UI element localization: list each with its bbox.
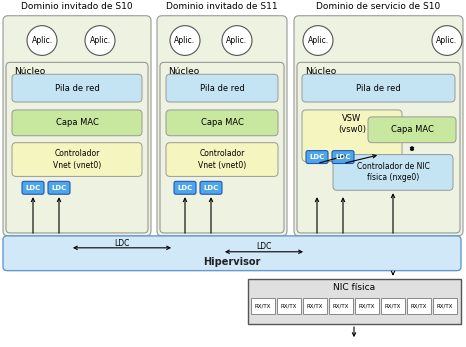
Bar	[433, 298, 457, 314]
Circle shape	[170, 26, 200, 56]
Text: Pila de red: Pila de red	[356, 84, 400, 93]
Circle shape	[432, 26, 462, 56]
Text: Aplic.: Aplic.	[308, 36, 329, 45]
Bar	[248, 279, 461, 324]
Text: RX/TX: RX/TX	[307, 304, 323, 309]
Text: Dominio invitado de S10: Dominio invitado de S10	[21, 2, 133, 11]
Bar	[277, 298, 301, 314]
Text: Capa MAC: Capa MAC	[200, 118, 243, 127]
FancyBboxPatch shape	[333, 154, 453, 190]
FancyBboxPatch shape	[174, 181, 196, 194]
Text: Aplic.: Aplic.	[226, 36, 247, 45]
Text: NIC física: NIC física	[334, 283, 376, 292]
Bar	[329, 298, 353, 314]
Circle shape	[85, 26, 115, 56]
FancyBboxPatch shape	[166, 110, 278, 136]
Text: Pila de red: Pila de red	[55, 84, 99, 93]
Text: RX/TX: RX/TX	[359, 304, 375, 309]
Bar	[251, 298, 275, 314]
Bar	[407, 298, 431, 314]
FancyBboxPatch shape	[12, 110, 142, 136]
Text: Núcleo: Núcleo	[14, 67, 45, 76]
Text: Controlador de NIC
física (nxge0): Controlador de NIC física (nxge0)	[356, 162, 430, 183]
FancyBboxPatch shape	[22, 181, 44, 194]
FancyBboxPatch shape	[332, 151, 354, 163]
FancyBboxPatch shape	[297, 62, 460, 233]
Circle shape	[303, 26, 333, 56]
Bar	[355, 298, 379, 314]
FancyBboxPatch shape	[157, 16, 287, 236]
Text: Capa MAC: Capa MAC	[55, 118, 98, 127]
FancyBboxPatch shape	[302, 74, 455, 102]
Bar	[381, 298, 405, 314]
FancyBboxPatch shape	[3, 236, 461, 271]
FancyBboxPatch shape	[294, 16, 463, 236]
Text: RX/TX: RX/TX	[385, 304, 401, 309]
Text: Pila de red: Pila de red	[199, 84, 244, 93]
Bar	[303, 298, 327, 314]
Text: VSW
(vsw0): VSW (vsw0)	[338, 114, 366, 134]
FancyBboxPatch shape	[12, 143, 142, 176]
Text: RX/TX: RX/TX	[255, 304, 271, 309]
Text: Dominio invitado de S11: Dominio invitado de S11	[166, 2, 278, 11]
Text: RX/TX: RX/TX	[437, 304, 453, 309]
Text: LDC: LDC	[203, 185, 219, 191]
FancyBboxPatch shape	[3, 16, 151, 236]
Text: Aplic.: Aplic.	[31, 36, 53, 45]
Text: LDC: LDC	[336, 154, 350, 160]
Text: Controlador
Vnet (vnet0): Controlador Vnet (vnet0)	[53, 150, 101, 170]
FancyBboxPatch shape	[6, 62, 148, 233]
Text: Controlador
Vnet (vnet0): Controlador Vnet (vnet0)	[198, 150, 246, 170]
FancyBboxPatch shape	[12, 74, 142, 102]
FancyBboxPatch shape	[160, 62, 284, 233]
Text: LDC: LDC	[114, 239, 130, 248]
Text: LDC: LDC	[309, 154, 325, 160]
FancyBboxPatch shape	[306, 151, 328, 163]
FancyBboxPatch shape	[200, 181, 222, 194]
Text: Aplic.: Aplic.	[174, 36, 196, 45]
Text: Dominio de servicio de S10: Dominio de servicio de S10	[316, 2, 441, 11]
Text: Núcleo: Núcleo	[168, 67, 199, 76]
FancyBboxPatch shape	[368, 117, 456, 143]
Text: Núcleo: Núcleo	[305, 67, 336, 76]
Text: Hipervisor: Hipervisor	[203, 257, 260, 267]
Text: Aplic.: Aplic.	[437, 36, 458, 45]
FancyBboxPatch shape	[302, 110, 402, 162]
Text: RX/TX: RX/TX	[333, 304, 349, 309]
FancyBboxPatch shape	[166, 74, 278, 102]
Text: LDC: LDC	[256, 242, 272, 251]
Circle shape	[222, 26, 252, 56]
Circle shape	[27, 26, 57, 56]
Text: LDC: LDC	[51, 185, 67, 191]
Text: LDC: LDC	[178, 185, 192, 191]
Text: RX/TX: RX/TX	[411, 304, 427, 309]
Text: LDC: LDC	[25, 185, 41, 191]
Text: Aplic.: Aplic.	[89, 36, 110, 45]
Text: RX/TX: RX/TX	[281, 304, 297, 309]
FancyBboxPatch shape	[166, 143, 278, 176]
FancyBboxPatch shape	[48, 181, 70, 194]
Text: Capa MAC: Capa MAC	[391, 125, 433, 134]
